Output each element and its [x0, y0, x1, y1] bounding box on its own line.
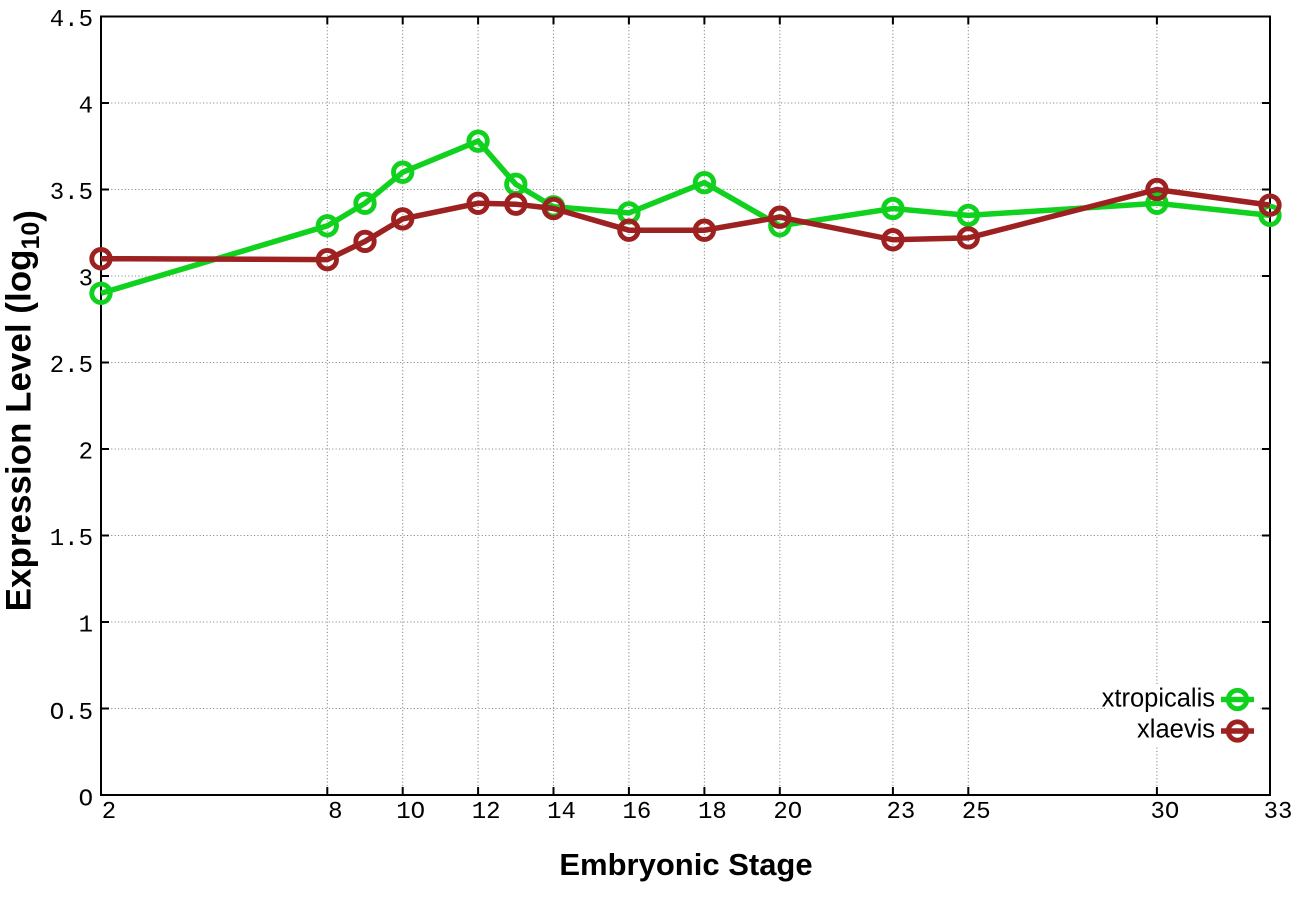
svg-text:2.5: 2.5: [50, 353, 93, 380]
svg-text:2: 2: [79, 440, 93, 467]
svg-text:8: 8: [328, 799, 342, 826]
svg-text:2O: 2O: [773, 799, 802, 826]
svg-text:14: 14: [547, 799, 576, 826]
svg-text:12: 12: [472, 799, 501, 826]
svg-text:1: 1: [79, 613, 93, 640]
svg-text:18: 18: [698, 799, 727, 826]
svg-text:25: 25: [962, 799, 991, 826]
svg-text:4: 4: [79, 94, 93, 121]
svg-text:O: O: [79, 787, 93, 814]
svg-text:xlaevis: xlaevis: [1137, 716, 1215, 744]
svg-text:16: 16: [622, 799, 651, 826]
svg-text:O.5: O.5: [50, 700, 93, 727]
svg-text:4.5: 4.5: [50, 7, 93, 34]
svg-text:33: 33: [1264, 799, 1293, 826]
svg-text:1O: 1O: [396, 799, 425, 826]
svg-text:Embryonic Stage: Embryonic Stage: [559, 847, 812, 882]
svg-text:3.5: 3.5: [50, 180, 93, 207]
svg-text:3O: 3O: [1150, 799, 1179, 826]
svg-text:23: 23: [886, 799, 915, 826]
svg-text:1.5: 1.5: [50, 526, 93, 553]
svg-text:2: 2: [102, 799, 116, 826]
svg-text:xtropicalis: xtropicalis: [1102, 685, 1215, 713]
svg-text:3: 3: [79, 267, 93, 294]
